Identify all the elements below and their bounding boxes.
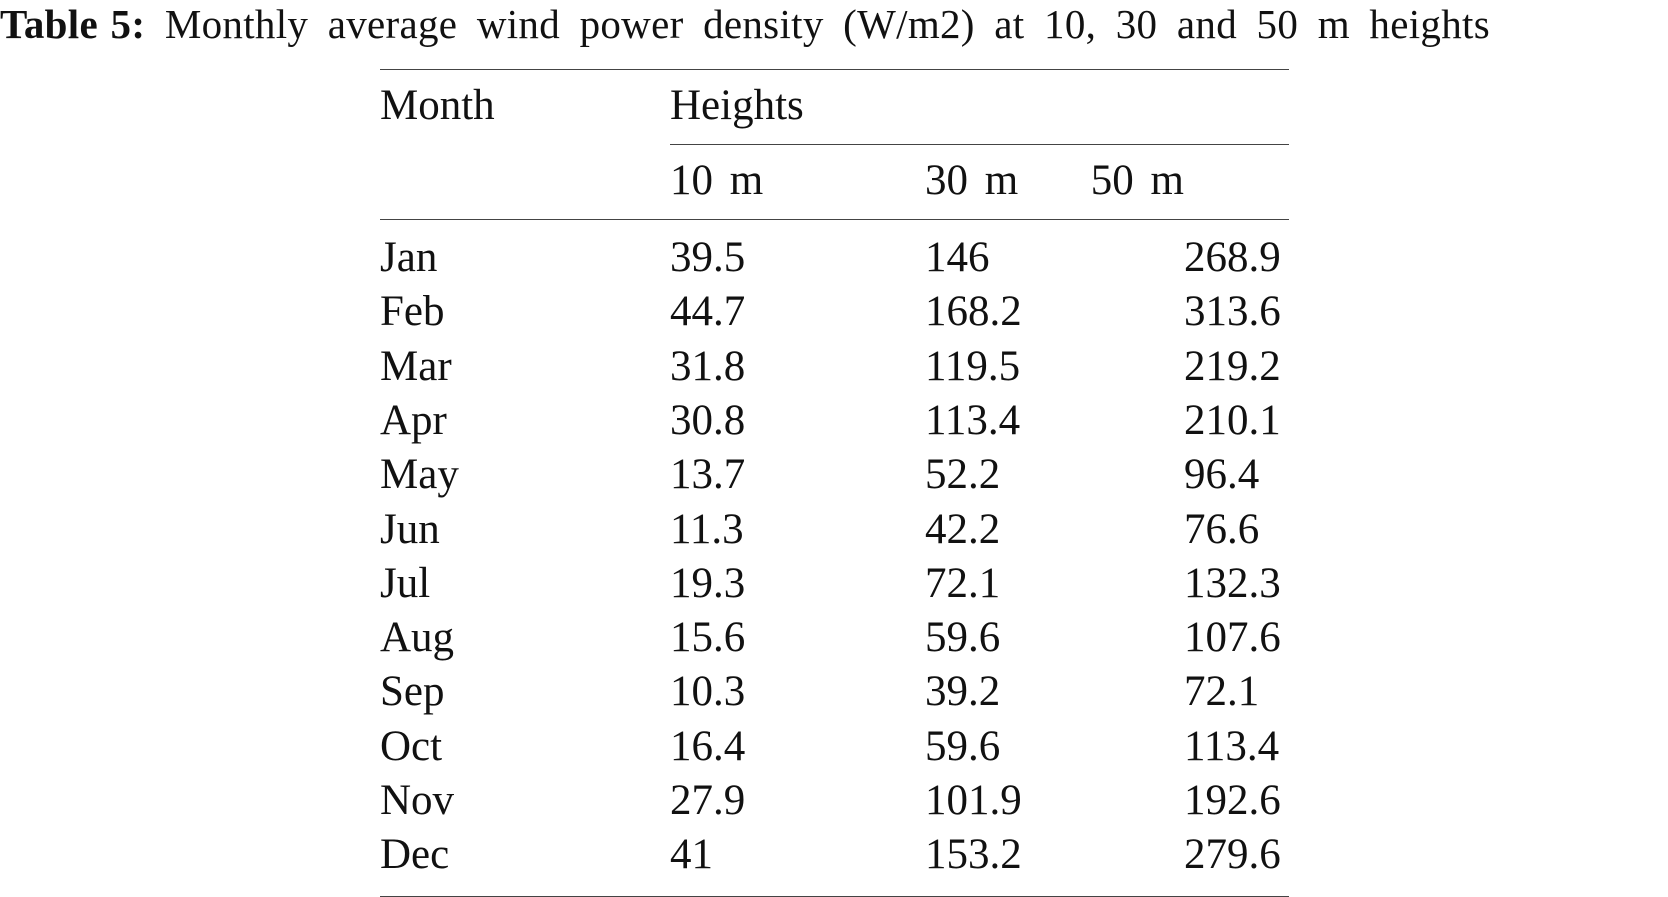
cell-30m: 113.4 <box>925 396 1021 444</box>
table-row: Aug 15.6 59.6 107.6 <box>0 614 1668 662</box>
cell-month: Mar <box>380 342 452 390</box>
cell-50m: 72.1 <box>1184 668 1260 716</box>
cell-10m: 41 <box>670 831 713 879</box>
cell-10m: 27.9 <box>670 777 746 824</box>
cell-30m: 42.2 <box>925 505 1001 553</box>
cell-30m: 101.9 <box>925 777 1022 824</box>
cell-50m: 107.6 <box>1184 614 1281 662</box>
cell-10m: 16.4 <box>670 722 746 770</box>
cell-50m: 192.6 <box>1184 777 1281 824</box>
table-row: May 13.7 52.2 96.4 <box>0 451 1668 499</box>
column-header-heights: Heights <box>670 82 804 129</box>
cell-10m: 30.8 <box>670 396 746 444</box>
cell-30m: 72.1 <box>925 559 1001 607</box>
cell-50m: 313.6 <box>1184 288 1281 336</box>
cell-month: May <box>380 451 459 499</box>
heights-subheader-rule <box>670 144 1289 145</box>
cell-30m: 39.2 <box>925 668 1001 716</box>
cell-50m: 219.2 <box>1184 342 1281 390</box>
cell-month: Jul <box>380 559 431 607</box>
cell-10m: 10.3 <box>670 668 746 716</box>
cell-month: Dec <box>380 831 450 879</box>
cell-month: Feb <box>380 288 445 336</box>
cell-50m: 210.1 <box>1184 396 1281 444</box>
cell-10m: 11.3 <box>670 505 744 553</box>
table-row: Dec 41 153.2 279.6 <box>0 831 1668 879</box>
table-top-rule <box>380 69 1289 70</box>
cell-50m: 96.4 <box>1184 451 1260 499</box>
cell-10m: 44.7 <box>670 288 746 336</box>
cell-month: Jan <box>380 234 438 281</box>
cell-10m: 13.7 <box>670 451 746 499</box>
cell-30m: 59.6 <box>925 722 1001 770</box>
cell-month: Apr <box>380 396 447 444</box>
cell-30m: 52.2 <box>925 451 1001 499</box>
cell-50m: 132.3 <box>1184 559 1281 607</box>
table-caption: Table 5: Monthly average wind power dens… <box>0 2 1668 46</box>
cell-month: Jun <box>380 505 440 553</box>
table-row: Mar 31.8 119.5 219.2 <box>0 343 1668 391</box>
cell-month: Nov <box>380 777 455 824</box>
column-header-month: Month <box>380 82 495 129</box>
table-caption-text: Monthly average wind power density (W/m2… <box>164 1 1490 47</box>
table-row: Oct 16.4 59.6 113.4 <box>0 723 1668 771</box>
table-row: Jun 11.3 42.2 76.6 <box>0 506 1668 554</box>
table-row: Sep 10.3 39.2 72.1 <box>0 668 1668 716</box>
cell-50m: 279.6 <box>1184 831 1281 879</box>
cell-30m: 59.6 <box>925 614 1001 662</box>
cell-30m: 168.2 <box>925 288 1022 336</box>
cell-10m: 39.5 <box>670 234 746 281</box>
column-header-50m: 50 m <box>1090 157 1184 204</box>
cell-30m: 146 <box>925 234 990 281</box>
cell-10m: 15.6 <box>670 614 746 662</box>
cell-10m: 19.3 <box>670 559 746 607</box>
cell-50m: 76.6 <box>1184 505 1260 553</box>
column-header-10m: 10 m <box>670 157 764 204</box>
cell-month: Oct <box>380 722 443 770</box>
cell-30m: 119.5 <box>925 342 1021 390</box>
table-header-rule <box>380 219 1289 220</box>
cell-month: Aug <box>380 614 455 662</box>
cell-10m: 31.8 <box>670 342 746 390</box>
cell-month: Sep <box>380 668 445 716</box>
table-row: Nov 27.9 101.9 192.6 <box>0 777 1668 825</box>
table-row: Feb 44.7 168.2 313.6 <box>0 288 1668 336</box>
table-row: Jan 39.5 146 268.9 <box>0 234 1668 282</box>
table-row: Apr 30.8 113.4 210.1 <box>0 397 1668 445</box>
cell-50m: 113.4 <box>1184 722 1280 770</box>
column-header-30m: 30 m <box>925 157 1019 204</box>
cell-30m: 153.2 <box>925 831 1022 879</box>
table-row: Jul 19.3 72.1 132.3 <box>0 560 1668 608</box>
table-caption-label: Table 5: <box>0 1 146 47</box>
cell-50m: 268.9 <box>1184 234 1281 281</box>
